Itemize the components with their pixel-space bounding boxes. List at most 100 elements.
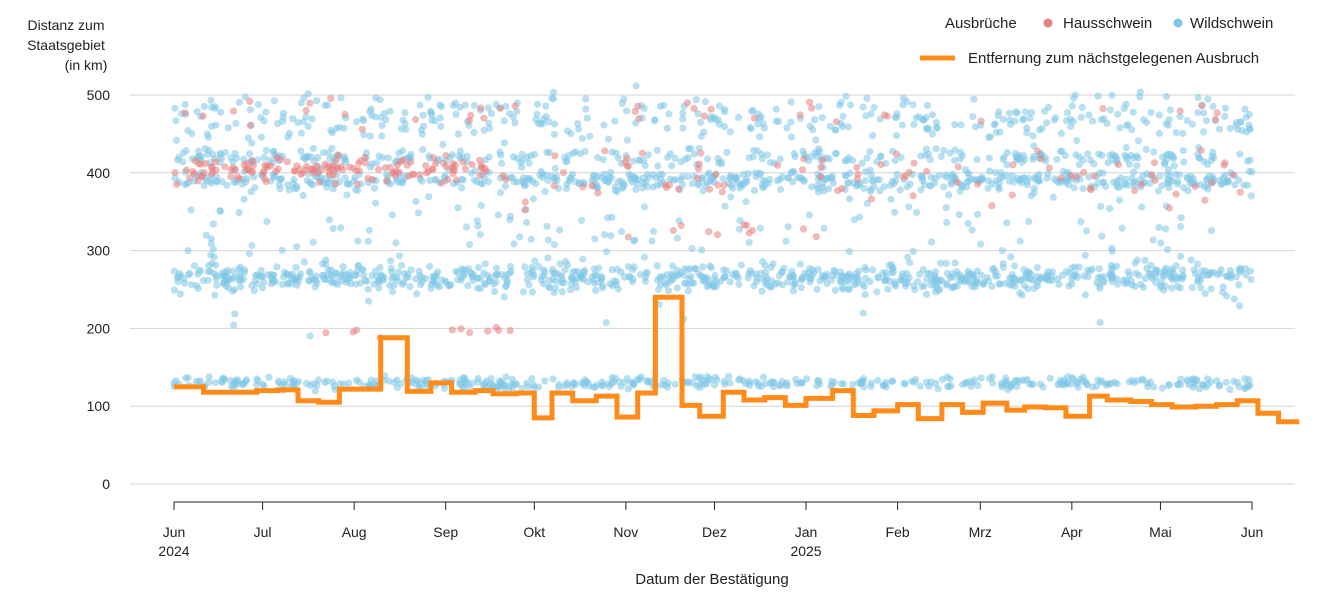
scatter-point xyxy=(217,108,225,116)
scatter-point xyxy=(253,375,261,383)
scatter-point xyxy=(829,172,837,180)
scatter-point xyxy=(1021,108,1029,116)
x-tick-label-2: Aug xyxy=(342,524,367,540)
scatter-point xyxy=(737,261,745,269)
scatter-point xyxy=(436,114,444,122)
scatter-point xyxy=(1029,132,1037,140)
scatter-point xyxy=(874,274,882,282)
scatter-point xyxy=(1185,381,1193,389)
scatter-point xyxy=(1046,276,1054,284)
scatter-point xyxy=(636,156,644,165)
scatter-point xyxy=(628,278,637,286)
scatter-point xyxy=(615,378,623,386)
scatter-point xyxy=(426,176,434,184)
scatter-point xyxy=(1246,156,1254,164)
scatter-point xyxy=(481,164,489,173)
scatter-point xyxy=(798,166,807,174)
scatter-point xyxy=(1030,142,1038,150)
scatter-point xyxy=(711,271,719,279)
scatter-point xyxy=(874,376,882,385)
scatter-point xyxy=(461,378,469,386)
scatter-point xyxy=(1063,117,1071,125)
scatter-point xyxy=(208,170,216,178)
scatter-point xyxy=(190,262,198,270)
scatter-point xyxy=(877,153,885,161)
scatter-point xyxy=(1083,381,1091,389)
scatter-point xyxy=(579,183,587,191)
scatter-point xyxy=(1072,151,1080,159)
scatter-point xyxy=(367,376,375,384)
scatter-point xyxy=(1179,266,1187,274)
scatter-point xyxy=(337,94,345,102)
scatter-point xyxy=(657,381,665,389)
scatter-point xyxy=(1169,154,1177,163)
scatter-point xyxy=(190,170,198,178)
scatter-point xyxy=(1221,104,1229,112)
scatter-point xyxy=(873,288,881,296)
scatter-point xyxy=(631,173,639,181)
scatter-point xyxy=(1088,383,1097,391)
scatter-point xyxy=(386,107,394,115)
scatter-point xyxy=(297,129,305,137)
scatter-point xyxy=(632,185,640,193)
scatter-point xyxy=(761,262,769,270)
scatter-point xyxy=(231,149,239,158)
scatter-point xyxy=(412,197,420,205)
scatter-point xyxy=(684,287,692,295)
scatter-point xyxy=(231,310,239,318)
scatter-point xyxy=(753,147,762,155)
scatter-point xyxy=(848,156,857,164)
scatter-point xyxy=(699,187,707,195)
scatter-point xyxy=(1093,279,1101,287)
scatter-point xyxy=(518,163,526,171)
scatter-point xyxy=(558,288,566,296)
scatter-point xyxy=(867,195,876,203)
scatter-point xyxy=(208,260,216,268)
scatter-point xyxy=(468,160,476,169)
scatter-point xyxy=(541,188,549,196)
scatter-point xyxy=(467,111,475,119)
scatter-point xyxy=(937,152,946,161)
scatter-point xyxy=(813,285,821,293)
scatter-point xyxy=(407,150,415,158)
scatter-point xyxy=(840,380,848,388)
scatter-point xyxy=(309,169,317,177)
scatter-point xyxy=(224,124,232,132)
scatter-point xyxy=(759,373,768,381)
scatter-point xyxy=(1176,252,1185,260)
scatter-point xyxy=(1180,184,1188,192)
scatter-point xyxy=(1122,121,1131,129)
scatter-point xyxy=(936,277,944,285)
scatter-point xyxy=(427,107,435,115)
scatter-point xyxy=(261,161,269,169)
scatter-point xyxy=(1115,196,1124,204)
scatter-point xyxy=(1229,171,1237,179)
grid-layer xyxy=(130,94,1295,485)
scatter-point xyxy=(956,187,964,195)
scatter-point xyxy=(1162,120,1170,128)
scatter-point xyxy=(679,109,687,117)
scatter-point xyxy=(386,257,395,265)
scatter-point xyxy=(528,288,537,296)
scatter-point xyxy=(481,260,489,268)
scatter-point xyxy=(979,280,987,288)
scatter-point xyxy=(1240,181,1248,189)
scatter-point xyxy=(629,157,637,165)
scatter-point xyxy=(905,203,913,211)
scatter-point xyxy=(299,191,307,200)
scatter-point xyxy=(1063,177,1071,185)
scatter-point xyxy=(869,266,877,274)
scatter-point xyxy=(1100,115,1108,123)
scatter-point xyxy=(473,217,481,225)
scatter-point xyxy=(254,100,263,109)
x-tick-label-1: Jul xyxy=(254,524,272,540)
legend-title: Ausbrüche xyxy=(945,15,1017,32)
scatter-point xyxy=(496,104,505,112)
scatter-point xyxy=(306,99,314,107)
scatter-point xyxy=(677,158,685,166)
scatter-point xyxy=(1230,295,1238,303)
scatter-point xyxy=(600,170,608,178)
scatter-point xyxy=(1013,109,1021,117)
scatter-point xyxy=(273,263,281,271)
scatter-point xyxy=(352,118,360,126)
